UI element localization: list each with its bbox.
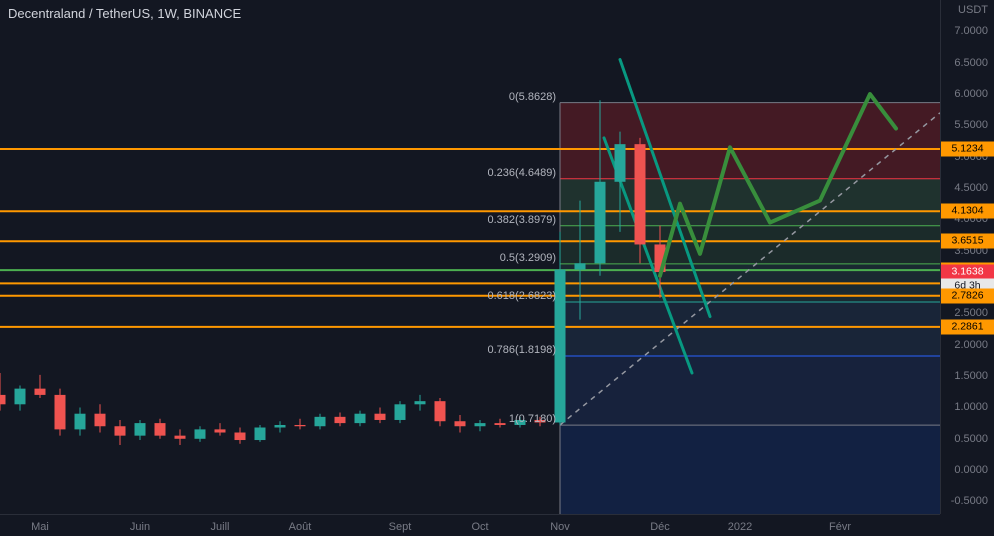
candle-body[interactable] bbox=[135, 423, 146, 436]
candle-body[interactable] bbox=[455, 421, 466, 426]
candle-body[interactable] bbox=[35, 389, 46, 395]
candle-body[interactable] bbox=[195, 429, 206, 438]
fib-level-label: 0.236(4.6489) bbox=[488, 167, 561, 179]
fib-level-label: 0.5(3.2909) bbox=[500, 252, 560, 264]
candle-body[interactable] bbox=[175, 436, 186, 439]
price-axis-tick: 0.5000 bbox=[954, 433, 988, 445]
time-axis-tick: Oct bbox=[471, 521, 488, 533]
time-axis-tick: Nov bbox=[550, 521, 570, 533]
time-axis-tick: 2022 bbox=[728, 521, 752, 533]
price-axis-tick: 0.0000 bbox=[954, 464, 988, 476]
fib-level-label: 1(0.7180) bbox=[509, 413, 560, 425]
price-axis-unit: USDT bbox=[958, 4, 988, 16]
time-axis-tick: Févr bbox=[829, 521, 851, 533]
candle-body[interactable] bbox=[375, 414, 386, 420]
candle-body[interactable] bbox=[115, 426, 126, 435]
candle-body[interactable] bbox=[95, 414, 106, 427]
fib-zone-below bbox=[560, 425, 940, 514]
candle-body[interactable] bbox=[575, 263, 586, 269]
candle-body[interactable] bbox=[475, 423, 486, 426]
price-axis-tick: 5.5000 bbox=[954, 119, 988, 131]
fib-zone bbox=[560, 356, 940, 425]
price-tag[interactable]: 3.1638 bbox=[941, 264, 994, 279]
price-axis-tick: 1.0000 bbox=[954, 401, 988, 413]
price-axis-tick: 4.5000 bbox=[954, 182, 988, 194]
price-axis-tick: 6.5000 bbox=[954, 57, 988, 69]
price-axis-tick: 7.0000 bbox=[954, 25, 988, 37]
fib-zone bbox=[560, 302, 940, 356]
chart-plot[interactable] bbox=[0, 0, 940, 514]
candle-body[interactable] bbox=[75, 414, 86, 430]
time-axis-tick: Mai bbox=[31, 521, 49, 533]
price-tag[interactable]: 4.1304 bbox=[941, 204, 994, 219]
time-axis-tick: Juill bbox=[211, 521, 230, 533]
price-axis-tick: 1.5000 bbox=[954, 370, 988, 382]
chart-root[interactable]: Decentraland / TetherUS, 1W, BINANCE USD… bbox=[0, 0, 994, 536]
candle-body[interactable] bbox=[335, 417, 346, 423]
candle-body[interactable] bbox=[315, 417, 326, 426]
price-axis[interactable]: USDT -0.5000 0.0000 0.5000 1.0000 1.5000 2.00… bbox=[940, 0, 994, 514]
price-axis-tick: 2.5000 bbox=[954, 307, 988, 319]
fib-level-label: 0.786(1.8198) bbox=[488, 344, 561, 356]
time-axis-tick: Août bbox=[289, 521, 312, 533]
price-tag[interactable]: 2.7826 bbox=[941, 288, 994, 303]
candle-body[interactable] bbox=[0, 395, 6, 404]
candle-body[interactable] bbox=[155, 423, 166, 436]
candle-body[interactable] bbox=[255, 427, 266, 440]
price-axis-tick: 6.0000 bbox=[954, 88, 988, 100]
price-axis-tick: -0.5000 bbox=[951, 495, 988, 507]
time-axis[interactable]: Mai Juin Juill Août Sept Oct Nov Déc 2022 Févr bbox=[0, 514, 940, 536]
fib-zone bbox=[560, 226, 940, 264]
candle-body[interactable] bbox=[275, 425, 286, 428]
candle-body[interactable] bbox=[295, 425, 306, 426]
candle-body[interactable] bbox=[215, 429, 226, 432]
candle-body[interactable] bbox=[435, 401, 446, 421]
fib-level-label: 0.618(2.6823) bbox=[488, 290, 561, 302]
chart-title: Decentraland / TetherUS, 1W, BINANCE bbox=[8, 6, 241, 21]
time-axis-tick: Déc bbox=[650, 521, 670, 533]
fib-level-label: 0.382(3.8979) bbox=[488, 214, 561, 226]
candle-body[interactable] bbox=[15, 389, 26, 405]
fib-level-label: 0(5.8628) bbox=[509, 91, 560, 103]
time-axis-tick: Sept bbox=[389, 521, 412, 533]
candle-body[interactable] bbox=[595, 182, 606, 263]
time-axis-tick: Juin bbox=[130, 521, 150, 533]
candle-body[interactable] bbox=[235, 433, 246, 441]
price-tag[interactable]: 3.6515 bbox=[941, 234, 994, 249]
candle-body[interactable] bbox=[615, 144, 626, 182]
price-tag[interactable]: 5.1234 bbox=[941, 141, 994, 156]
candle-body[interactable] bbox=[635, 144, 646, 244]
candle-body[interactable] bbox=[415, 401, 426, 404]
candle-body[interactable] bbox=[395, 404, 406, 420]
candle-body[interactable] bbox=[55, 395, 66, 429]
candle-body[interactable] bbox=[495, 423, 506, 425]
candle-body[interactable] bbox=[355, 414, 366, 423]
price-tag[interactable]: 2.2861 bbox=[941, 319, 994, 334]
price-axis-tick: 2.0000 bbox=[954, 339, 988, 351]
